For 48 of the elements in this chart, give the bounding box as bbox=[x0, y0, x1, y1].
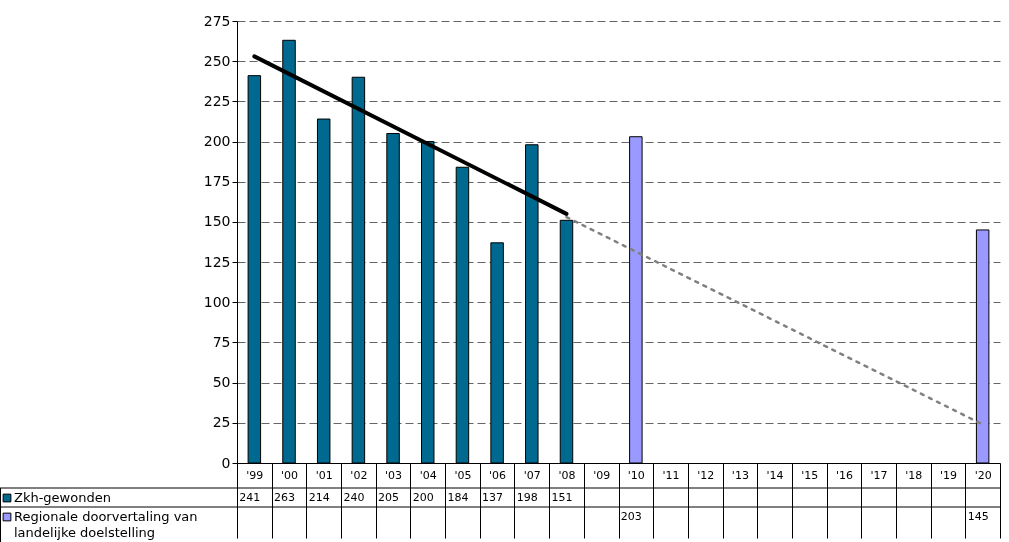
data-label: 203 bbox=[620, 510, 642, 523]
data-label: 240 bbox=[343, 491, 365, 504]
x-tick-label: '15 bbox=[801, 468, 819, 482]
x-tick-label: '03 bbox=[385, 468, 403, 482]
x-tick-label: '11 bbox=[662, 468, 680, 482]
y-tick-label: 275 bbox=[203, 12, 231, 29]
x-tick-label: '12 bbox=[697, 468, 715, 482]
y-tick-label: 75 bbox=[212, 333, 231, 350]
x-tick-label: '01 bbox=[315, 468, 333, 482]
data-label: 137 bbox=[482, 491, 504, 504]
data-label: 198 bbox=[516, 491, 538, 504]
x-tick-label: '05 bbox=[454, 468, 472, 482]
data-label: 200 bbox=[412, 491, 434, 504]
x-tick-label: '02 bbox=[350, 468, 368, 482]
x-tick-label: '14 bbox=[766, 468, 784, 482]
x-tick-label: '06 bbox=[489, 468, 507, 482]
data-label: 184 bbox=[447, 491, 469, 504]
legend-label: Zkh-gewonden bbox=[14, 490, 111, 505]
x-tick-label: '07 bbox=[523, 468, 541, 482]
data-label: 241 bbox=[239, 491, 261, 504]
x-tick-label: '00 bbox=[281, 468, 299, 482]
data-label: 205 bbox=[378, 491, 400, 504]
y-tick-label: 100 bbox=[203, 293, 231, 310]
y-tick-label: 125 bbox=[203, 253, 231, 270]
x-tick-label: '17 bbox=[870, 468, 888, 482]
y-tick-label: 150 bbox=[203, 213, 231, 230]
y-tick-label: 250 bbox=[203, 52, 231, 69]
x-tick-label: '08 bbox=[558, 468, 576, 482]
y-tick-label: 225 bbox=[203, 92, 231, 109]
data-label: 214 bbox=[308, 491, 330, 504]
y-tick-label: 50 bbox=[212, 374, 231, 391]
x-tick-label: '18 bbox=[905, 468, 923, 482]
y-tick-label: 175 bbox=[203, 173, 231, 190]
x-tick-label: '20 bbox=[974, 468, 992, 482]
x-tick-label: '09 bbox=[593, 468, 611, 482]
y-tick-label: 200 bbox=[203, 133, 231, 150]
y-tick-label: 0 bbox=[221, 454, 231, 471]
data-label: 145 bbox=[967, 510, 989, 523]
x-tick-label: '99 bbox=[246, 468, 264, 482]
x-tick-label: '13 bbox=[731, 468, 749, 482]
data-label: 263 bbox=[274, 491, 296, 504]
legend-label: Regionale doorvertaling van landelijke doelstelling bbox=[14, 509, 198, 540]
x-tick-label: '19 bbox=[939, 468, 957, 482]
x-tick-label: '10 bbox=[627, 468, 645, 482]
x-tick-label: '16 bbox=[835, 468, 853, 482]
y-tick-label: 25 bbox=[212, 414, 231, 431]
x-tick-label: '04 bbox=[419, 468, 437, 482]
data-label: 151 bbox=[551, 491, 573, 504]
